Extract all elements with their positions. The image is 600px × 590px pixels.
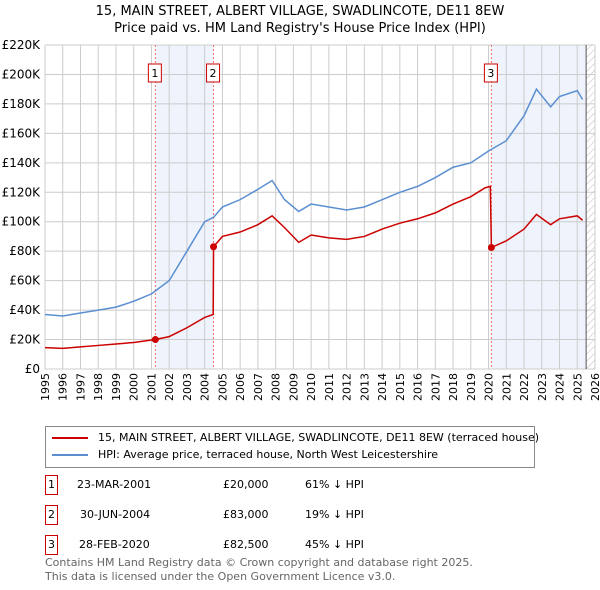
transaction-row: 1 23-MAR-2001 £20,000 61% ↓ HPI [45, 475, 445, 495]
y-tick-label: £140K [2, 156, 42, 170]
sale-point [151, 336, 159, 344]
y-tick-label: £200K [2, 67, 42, 81]
y-tick-label: £160K [2, 126, 42, 140]
marker-label: 3 [487, 67, 494, 80]
marker-badge: 2 [45, 505, 58, 525]
footer: Contains HM Land Registry data © Crown c… [45, 556, 473, 584]
transaction-hpi: 61% ↓ HPI [305, 478, 364, 491]
y-tick-label: £220K [2, 38, 42, 52]
shaded-region [155, 45, 214, 369]
transaction-date: 28-FEB-2020 [79, 538, 150, 551]
transaction-date: 23-MAR-2001 [77, 478, 152, 491]
x-tick-label: 2023 [536, 373, 549, 401]
x-tick-label: 2001 [145, 373, 158, 401]
transaction-hpi: 45% ↓ HPI [305, 538, 364, 551]
x-tick-label: 2015 [394, 373, 407, 401]
x-tick-label: 1997 [74, 373, 87, 401]
transaction-hpi: 19% ↓ HPI [305, 508, 364, 521]
y-tick-label: £100K [2, 215, 42, 229]
x-tick-label: 2012 [341, 373, 354, 401]
series-line [44, 87, 584, 317]
legend-label: 15, MAIN STREET, ALBERT VILLAGE, SWADLIN… [98, 431, 540, 444]
x-tick-label: 2009 [287, 373, 300, 401]
x-tick-label: 1995 [39, 373, 52, 401]
footer-line: This data is licensed under the Open Gov… [45, 570, 396, 583]
y-tick-label: £60K [9, 274, 41, 288]
legend-item-hpi: HPI: Average price, terraced house, Nort… [52, 448, 438, 461]
y-tick-label: £20K [9, 333, 41, 347]
x-tick-label: 2008 [270, 373, 283, 401]
x-tick-label: 2020 [483, 373, 496, 401]
footer-line: Contains HM Land Registry data © Crown c… [45, 556, 473, 569]
x-tick-label: 2018 [447, 373, 460, 401]
x-tick-label: 1998 [92, 373, 105, 401]
x-tick-label: 2025 [571, 373, 584, 401]
transaction-row: 3 28-FEB-2020 £82,500 45% ↓ HPI [45, 535, 445, 555]
x-tick-label: 2007 [252, 373, 265, 401]
x-tick-label: 2003 [181, 373, 194, 401]
legend: 15, MAIN STREET, ALBERT VILLAGE, SWADLIN… [45, 426, 539, 468]
x-tick-label: 2014 [376, 373, 389, 401]
x-tick-label: 2022 [518, 373, 531, 401]
x-tick-label: 2010 [305, 373, 318, 401]
legend-label: HPI: Average price, terraced house, Nort… [98, 448, 439, 461]
shaded-region [491, 45, 587, 369]
x-tick-label: 2024 [554, 373, 567, 401]
transaction-price: £20,000 [223, 478, 269, 491]
x-tick-label: 2026 [589, 373, 600, 401]
x-tick-label: 2013 [358, 373, 371, 401]
y-tick-label: £180K [2, 97, 42, 111]
chart-title: 15, MAIN STREET, ALBERT VILLAGE, SWADLIN… [95, 4, 505, 19]
forecast-hatch [586, 45, 595, 369]
y-tick-label: £80K [9, 244, 41, 258]
x-tick-label: 2019 [465, 373, 478, 401]
y-tick-label: £40K [9, 303, 41, 317]
price-chart: 1995 1996 1997 1998 1999 2000 2001 2002 2003 2004… [2, 38, 600, 401]
marker-label: 2 [210, 67, 217, 80]
sale-point [210, 243, 218, 251]
marker-badge: 3 [45, 535, 58, 555]
x-tick-label: 2017 [429, 373, 442, 401]
marker-box [483, 63, 498, 83]
x-tick-label: 2011 [323, 373, 336, 401]
x-tick-label: 2005 [216, 373, 229, 401]
x-tick-label: 2004 [199, 373, 212, 401]
y-tick-label: £0 [25, 362, 40, 376]
chart-subtitle: Price paid vs. HM Land Registry's House … [114, 21, 486, 36]
x-tick-label: 1999 [110, 373, 123, 401]
marker-box [206, 63, 221, 83]
x-tick-label: 2021 [500, 373, 513, 401]
x-tick-label: 1996 [57, 373, 70, 401]
x-tick-label: 2000 [128, 373, 141, 401]
x-tick-label: 2002 [163, 373, 176, 401]
x-tick-label: 2016 [412, 373, 425, 401]
marker-badge: 1 [45, 475, 58, 495]
x-tick-label: 2006 [234, 373, 247, 401]
legend-item-property: 15, MAIN STREET, ALBERT VILLAGE, SWADLIN… [52, 431, 539, 444]
marker-label: 1 [151, 67, 158, 80]
marker-box [147, 63, 162, 83]
transaction-date: 30-JUN-2004 [80, 508, 151, 521]
transaction-price: £82,500 [223, 538, 269, 551]
transaction-row: 2 30-JUN-2004 £83,000 19% ↓ HPI [45, 505, 445, 525]
y-tick-label: £120K [2, 185, 42, 199]
sale-point [487, 244, 495, 251]
transaction-price: £83,000 [223, 508, 269, 521]
